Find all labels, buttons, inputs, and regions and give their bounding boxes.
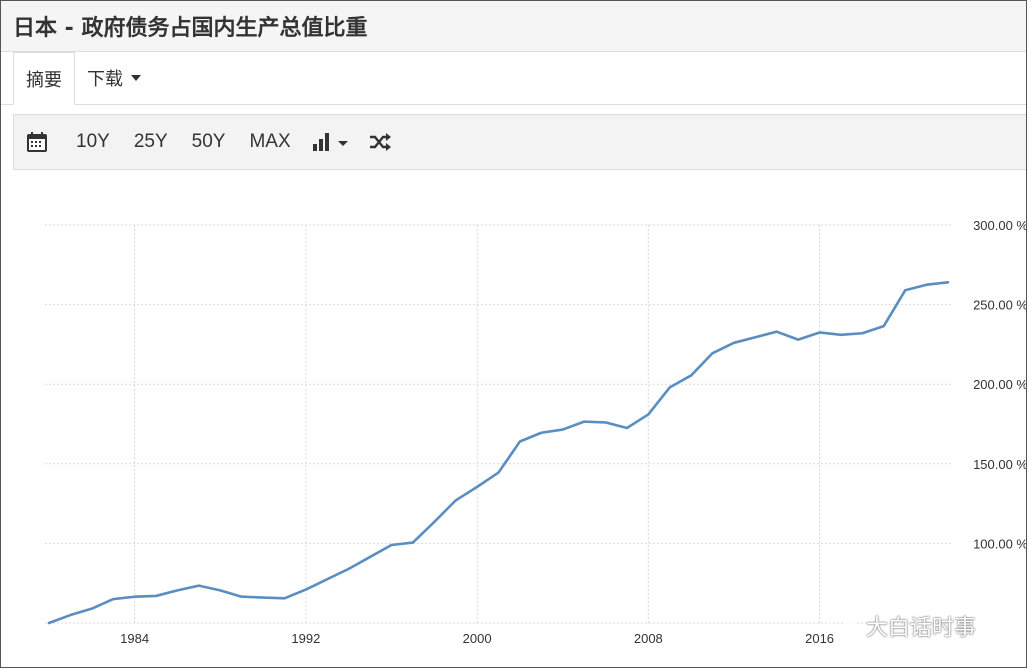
data-point[interactable] <box>110 596 116 602</box>
series-line[interactable] <box>49 282 948 623</box>
data-point[interactable] <box>496 470 502 476</box>
data-point[interactable] <box>838 332 844 338</box>
watermark: 大白话时事 <box>830 608 976 644</box>
data-point[interactable] <box>46 620 52 626</box>
x-tick-label: 1984 <box>120 631 149 646</box>
data-point[interactable] <box>774 329 780 335</box>
data-point[interactable] <box>560 427 566 433</box>
data-point[interactable] <box>902 287 908 293</box>
data-point[interactable] <box>667 384 673 390</box>
data-point[interactable] <box>924 282 930 288</box>
range-max-button[interactable]: MAX <box>237 131 302 153</box>
data-point[interactable] <box>217 587 223 593</box>
y-tick-label: 150.00 % <box>973 457 1027 472</box>
data-point[interactable] <box>174 587 180 593</box>
data-point[interactable] <box>859 330 865 336</box>
x-tick-label: 2008 <box>634 631 663 646</box>
data-point[interactable] <box>645 411 651 417</box>
data-point[interactable] <box>945 279 951 285</box>
x-tick-label: 2000 <box>463 631 492 646</box>
y-tick-label: 200.00 % <box>973 377 1027 392</box>
chart-type-button[interactable] <box>309 127 353 157</box>
tab-summary[interactable]: 摘要 <box>13 52 75 105</box>
y-tick-label: 250.00 % <box>973 298 1027 313</box>
data-point[interactable] <box>89 606 95 612</box>
data-point[interactable] <box>795 337 801 343</box>
tab-bar: 摘要 下载 <box>1 52 1026 105</box>
data-point[interactable] <box>346 566 352 572</box>
data-point[interactable] <box>324 576 330 582</box>
shuffle-icon[interactable] <box>365 127 395 157</box>
tab-summary-label: 摘要 <box>26 66 62 92</box>
title-bar: 日本 - 政府债务占国内生产总值比重 <box>1 1 1026 52</box>
data-point[interactable] <box>453 497 459 503</box>
data-point[interactable] <box>410 540 416 546</box>
calendar-icon[interactable] <box>22 127 52 157</box>
range-50y-button[interactable]: 50Y <box>180 131 238 153</box>
chevron-down-icon <box>131 75 141 81</box>
data-point[interactable] <box>817 329 823 335</box>
chart-toolbar: 10Y 25Y 50Y MAX <box>13 114 1027 170</box>
data-point[interactable] <box>538 430 544 436</box>
data-point[interactable] <box>710 350 716 356</box>
data-point[interactable] <box>474 484 480 490</box>
data-point[interactable] <box>752 334 758 340</box>
range-10y-button[interactable]: 10Y <box>64 131 122 153</box>
line-chart[interactable]: 100.00 % 150.00 % 200.00 % 250.00 % 300.00 %… <box>13 171 1027 668</box>
data-point[interactable] <box>603 419 609 425</box>
data-point[interactable] <box>881 323 887 329</box>
data-point[interactable] <box>67 612 73 618</box>
data-point[interactable] <box>303 587 309 593</box>
x-tick-label: 1992 <box>291 631 320 646</box>
range-25y-button[interactable]: 25Y <box>122 131 180 153</box>
data-point[interactable] <box>260 595 266 601</box>
data-point[interactable] <box>624 425 630 431</box>
bar-chart-icon <box>311 131 351 153</box>
data-point[interactable] <box>431 519 437 525</box>
watermark-text: 大白话时事 <box>866 610 976 642</box>
wechat-icon <box>830 613 860 639</box>
data-point[interactable] <box>281 595 287 601</box>
data-point[interactable] <box>581 419 587 425</box>
chart-area: 100.00 % 150.00 % 200.00 % 250.00 % 300.00 %… <box>13 171 1027 668</box>
data-point[interactable] <box>153 593 159 599</box>
data-point[interactable] <box>239 594 245 600</box>
tab-download[interactable]: 下载 <box>75 52 153 104</box>
data-point[interactable] <box>517 439 523 445</box>
y-tick-label: 100.00 % <box>973 536 1027 551</box>
data-point[interactable] <box>388 542 394 548</box>
data-point[interactable] <box>196 583 202 589</box>
data-point[interactable] <box>132 594 138 600</box>
data-point[interactable] <box>688 372 694 378</box>
data-point[interactable] <box>367 554 373 560</box>
y-tick-label: 300.00 % <box>973 218 1027 233</box>
tab-download-label: 下载 <box>87 65 123 91</box>
page-title: 日本 - 政府债务占国内生产总值比重 <box>13 10 367 42</box>
data-point[interactable] <box>731 340 737 346</box>
